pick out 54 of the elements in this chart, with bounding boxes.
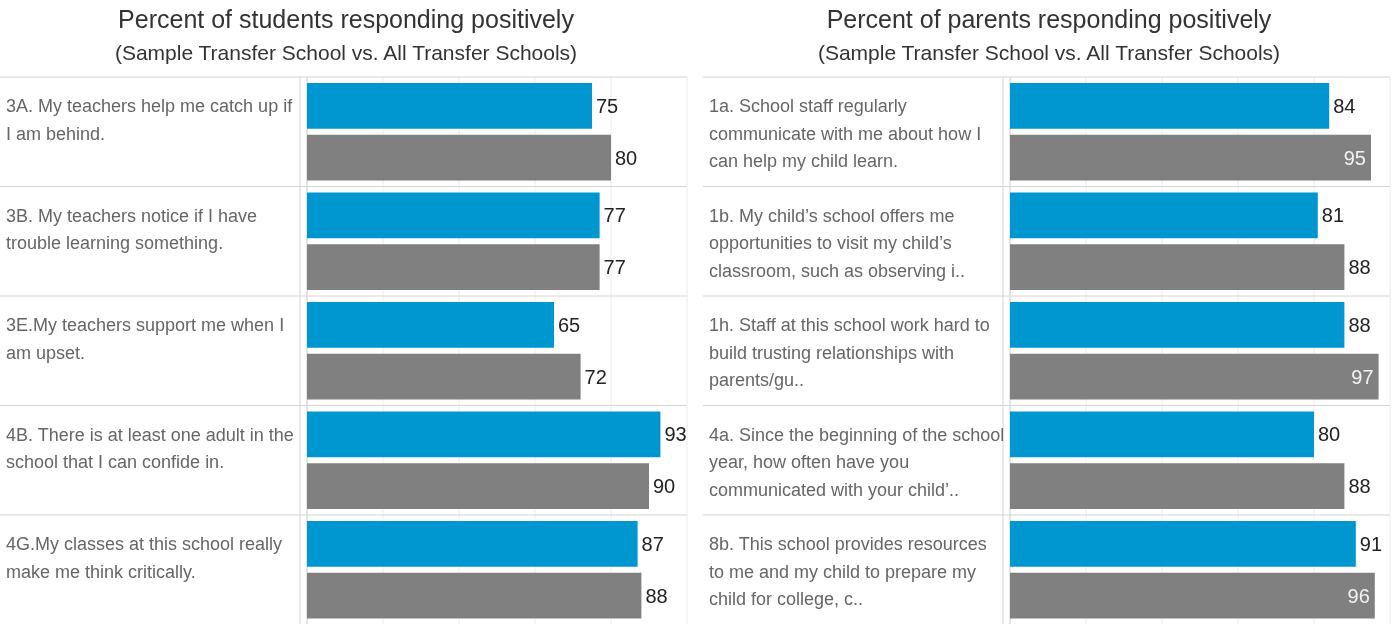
bar xyxy=(1010,572,1375,619)
data-label: 65 xyxy=(558,313,581,336)
data-label: 97 xyxy=(1351,365,1374,388)
data-label: 72 xyxy=(584,365,607,388)
bar xyxy=(307,244,600,290)
bar xyxy=(307,192,600,239)
bar xyxy=(307,521,638,567)
bar xyxy=(307,463,649,509)
data-label: 93 xyxy=(664,423,687,446)
y-tick-label: 4B. There is at least one adult in the school that I can confide in. xyxy=(6,424,294,472)
chart-title: Percent of students responding positively xyxy=(118,5,575,33)
bar xyxy=(1010,353,1379,400)
y-tick-label: 4G.My classes at this school really make me think critically. xyxy=(6,534,283,582)
bar xyxy=(1010,83,1330,129)
data-label: 96 xyxy=(1347,584,1370,607)
y-tick-label: 1h. Staff at this school work hard to build trusting relationships with parents/gu.. xyxy=(709,315,990,390)
bar xyxy=(1010,463,1345,509)
chart-title: Percent of parents responding positively xyxy=(826,5,1272,33)
y-tick-label: 8b. This school provides resources to me and my child to prepare my child for college, c.. xyxy=(709,534,987,609)
y-tick-label: 4a. Since the beginning of the school year, how often have you communicated with your child’.. xyxy=(709,424,1005,500)
bar xyxy=(1010,192,1318,239)
data-label: 88 xyxy=(645,584,668,607)
data-label: 77 xyxy=(603,256,626,279)
y-tick-label: 3E.My teachers support me when I am upset. xyxy=(6,315,285,363)
bar xyxy=(307,572,642,619)
data-label: 84 xyxy=(1333,94,1356,117)
bar xyxy=(1010,244,1345,290)
data-label: 90 xyxy=(653,475,676,498)
chart-subtitle: (Sample Transfer School vs. All Transfer Schools) xyxy=(114,41,578,64)
data-label: 75 xyxy=(596,94,619,117)
chart-subtitle: (Sample Transfer School vs. All Transfer Schools) xyxy=(817,41,1281,64)
data-label: 88 xyxy=(1348,313,1371,336)
bar xyxy=(307,134,611,181)
bar xyxy=(307,302,554,348)
y-tick-label: 3B. My teachers notice if I have trouble learning something. xyxy=(6,205,258,253)
data-label: 88 xyxy=(1348,475,1371,498)
data-label: 81 xyxy=(1321,204,1345,227)
data-label: 95 xyxy=(1343,146,1366,169)
bar xyxy=(307,353,581,400)
y-tick-label: 1a. School staff regularly communicate with me about how I can help my child learn. xyxy=(709,96,982,171)
bar xyxy=(1010,411,1314,458)
data-label: 80 xyxy=(615,146,638,169)
bar xyxy=(307,83,592,129)
data-label: 91 xyxy=(1359,532,1383,555)
data-label: 80 xyxy=(1318,423,1341,446)
bar xyxy=(307,411,661,458)
bar xyxy=(1010,302,1345,348)
data-label: 88 xyxy=(1348,256,1371,279)
data-label: 87 xyxy=(641,532,664,555)
bar xyxy=(1010,521,1356,567)
data-label: 77 xyxy=(603,204,626,227)
y-tick-label: 3A. My teachers help me catch up if I am behind. xyxy=(6,96,294,144)
y-tick-label: 1b. My child’s school offers me opportunities to visit my child’s classroom, such as observing i.. xyxy=(709,205,966,281)
bar xyxy=(1010,134,1371,181)
